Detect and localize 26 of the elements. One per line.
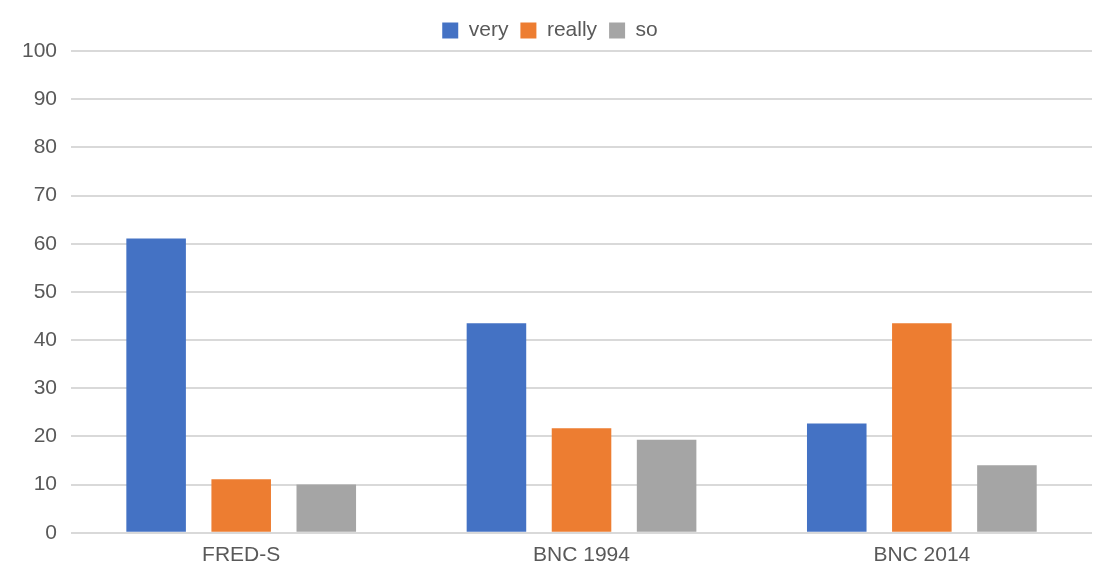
bar [466, 323, 527, 532]
bar [296, 484, 357, 532]
bar [892, 323, 952, 532]
bar [636, 439, 697, 532]
y-tick-label: 20 [33, 423, 58, 447]
y-tick-label: 100 [21, 37, 58, 61]
bar [551, 428, 612, 532]
legend-label: very [468, 17, 509, 41]
x-tick-label: BNC 1994 [533, 542, 631, 566]
y-tick-label: 50 [33, 278, 58, 302]
bar [211, 479, 271, 532]
y-tick-label: 0 [45, 519, 58, 543]
x-tick-label: BNC 2014 [873, 542, 971, 566]
bar [977, 465, 1037, 532]
y-tick-label: 80 [33, 134, 58, 158]
y-tick-label: 70 [33, 182, 58, 206]
y-tick-label: 90 [33, 85, 58, 109]
y-tick-label: 10 [33, 471, 58, 495]
legend-label: so [635, 17, 658, 41]
x-tick-label: FRED-S [202, 542, 281, 566]
y-tick-label: 40 [33, 326, 58, 350]
legend-label: really [546, 17, 598, 41]
bar [126, 238, 186, 532]
y-tick-label: 60 [33, 230, 58, 254]
bar [806, 423, 867, 532]
y-tick-label: 30 [33, 375, 58, 399]
